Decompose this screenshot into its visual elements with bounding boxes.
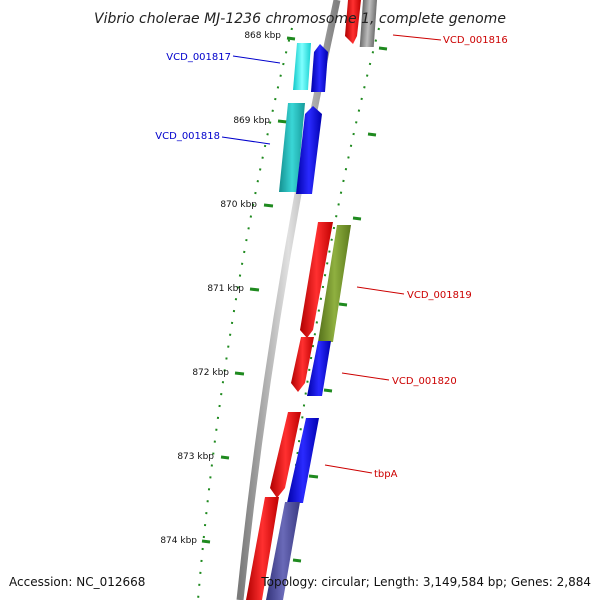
- tick-label-874: 874 kbp: [160, 536, 197, 546]
- tick-label-868: 868 kbp: [244, 31, 281, 41]
- gene-vcd-001820-red-block[interactable]: [291, 337, 314, 392]
- gene-label-vcd-001819[interactable]: VCD_001819: [407, 290, 472, 301]
- topology-text: Topology: circular; Length: 3,149,584 bp…: [260, 575, 591, 589]
- tick-marks: [201, 36, 388, 563]
- gene-label-tbpa[interactable]: tbpA: [374, 469, 398, 480]
- gene-vcd-001820-blue-block[interactable]: [307, 341, 331, 396]
- map-title: Vibrio cholerae MJ-1236 chromosome 1, co…: [94, 11, 506, 27]
- gene-next-red-block[interactable]: [246, 497, 279, 600]
- gene-vcd-001816-grey-block[interactable]: [359, 0, 377, 47]
- tick-label-873: 873 kbp: [177, 452, 214, 462]
- gene-vcd-001817-cyan-block[interactable]: [293, 43, 311, 90]
- gene-label-vcd-001820[interactable]: VCD_001820: [392, 376, 457, 387]
- tick-label-872: 872 kbp: [192, 368, 229, 378]
- gene-vcd-001817-blue-block[interactable]: [311, 44, 328, 92]
- gene-vcd-001816-block[interactable]: [345, 0, 361, 44]
- tick-label-870: 870 kbp: [220, 200, 257, 210]
- gene-vcd-001819-olive-block[interactable]: [318, 225, 351, 342]
- tick-label-871: 871 kbp: [207, 284, 244, 294]
- gene-vcd-001818-blue-block[interactable]: [296, 106, 322, 194]
- tick-label-869: 869 kbp: [233, 116, 270, 126]
- accession-text: Accession: NC_012668: [9, 575, 145, 589]
- gene-vcd-001819-red-block[interactable]: [300, 222, 333, 338]
- gene-label-vcd-001816[interactable]: VCD_001816: [443, 35, 508, 46]
- gene-label-vcd-001817[interactable]: VCD_001817: [166, 52, 231, 63]
- gene-tbpa-red-block[interactable]: [270, 412, 301, 498]
- leader-lines: [221, 34, 442, 474]
- gene-label-vcd-001818[interactable]: VCD_001818: [155, 131, 220, 142]
- gene-tbpa-blue-block[interactable]: [287, 418, 319, 503]
- gene-next-slate-block[interactable]: [266, 502, 300, 600]
- gene-vcd-001818-teal-block[interactable]: [279, 103, 305, 192]
